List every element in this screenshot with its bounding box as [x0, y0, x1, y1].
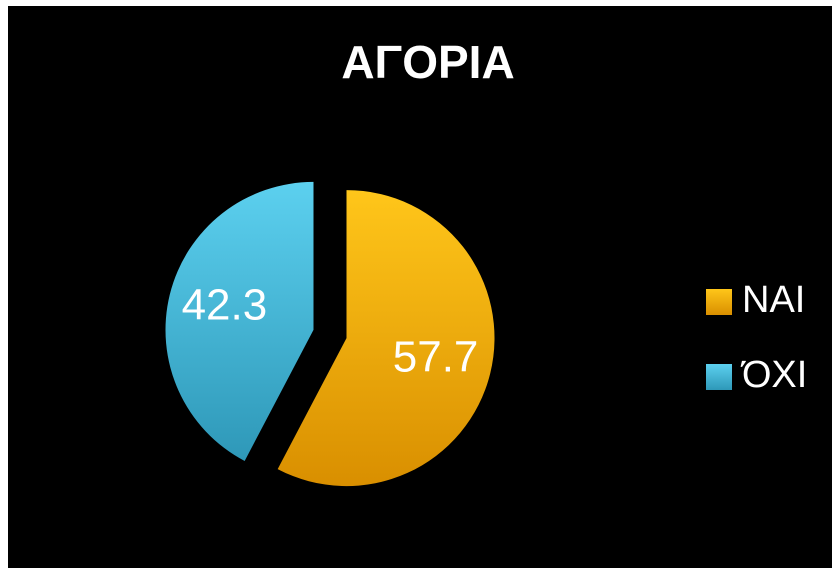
pie-slice — [277, 190, 495, 487]
pie-slice — [165, 181, 314, 461]
data-label: 42.3 — [182, 281, 268, 330]
legend-swatch — [706, 364, 732, 390]
data-label: 57.7 — [393, 333, 479, 382]
legend-swatch — [706, 289, 732, 315]
legend-label: ΌΧΙ — [740, 354, 807, 396]
chart-title: ΑΓΟΡΙΑ — [341, 36, 514, 88]
legend-label: ΝΑΙ — [742, 279, 805, 321]
